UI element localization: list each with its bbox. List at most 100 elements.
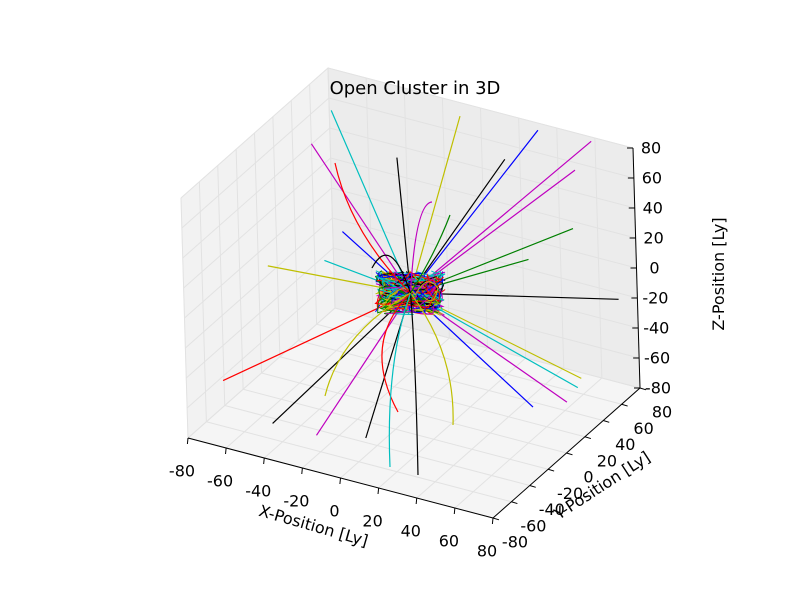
x-tick-label: -20	[283, 492, 309, 511]
floor-grid-y	[279, 356, 586, 438]
z-tick-label: 0	[649, 259, 659, 278]
back-grid-x	[518, 117, 527, 359]
trajectory-line	[396, 157, 412, 294]
back-grid-x	[556, 127, 565, 369]
left-grid-y	[309, 84, 318, 325]
x-tick	[415, 497, 418, 505]
curved-orbit	[334, 162, 411, 294]
y-tick-label: -60	[520, 516, 546, 535]
cluster-core	[324, 162, 454, 476]
grid-lines	[180, 67, 641, 519]
curved-orbit	[371, 254, 412, 294]
curved-orbit	[324, 292, 411, 397]
trajectory-line	[410, 292, 579, 389]
x-tick-label: -40	[245, 482, 271, 501]
x-axis-label: X-Position [Ly]	[257, 501, 371, 550]
y-tick	[566, 452, 573, 456]
trajectory-line	[410, 140, 592, 294]
y-tick-label: 20	[597, 451, 617, 470]
x-tick	[453, 507, 456, 515]
left-grid-z	[181, 97, 330, 229]
y-tick-label: -40	[539, 500, 565, 519]
x-tick-label: 0	[329, 502, 339, 521]
cluster-orbit	[382, 281, 439, 307]
back-grid-x	[594, 137, 603, 379]
x-tick	[491, 517, 494, 525]
cluster-orbit	[378, 278, 441, 304]
trajectory-line	[410, 158, 506, 294]
cluster-orbit	[394, 279, 430, 304]
x-tick	[377, 487, 380, 495]
left-grid-z	[184, 187, 332, 319]
floor-grid-y	[316, 323, 622, 405]
floor-grid-x	[454, 377, 603, 509]
z-tick-label: 60	[642, 169, 662, 188]
left-grid-z	[180, 67, 329, 199]
y-tick	[529, 485, 536, 488]
x-tick-label: 40	[401, 522, 421, 541]
chart-title: Open Cluster in 3D	[330, 78, 501, 99]
curved-orbit	[410, 292, 454, 426]
x-tick-label: 20	[362, 512, 382, 531]
x-tick	[225, 447, 227, 455]
left-grid-y	[327, 67, 336, 309]
y-tick	[511, 501, 518, 505]
trajectory-line	[315, 292, 412, 436]
floor-grid-y	[298, 340, 604, 421]
y-tick-label: 0	[583, 468, 593, 487]
back-grid-z	[327, 67, 634, 149]
y-tick	[639, 387, 647, 391]
z-tick-label: -20	[642, 289, 668, 308]
y-tick-label: 60	[633, 419, 653, 438]
z-axis-label: Z-Position [Ly]	[709, 217, 728, 330]
cluster-orbit	[404, 279, 445, 314]
left-grid-z	[183, 157, 331, 289]
y-tick-label: 80	[652, 403, 672, 422]
trajectory-line	[272, 292, 411, 424]
left-grid-y	[272, 116, 281, 357]
y-tick	[547, 468, 555, 472]
trajectory-line	[310, 143, 411, 294]
x-tick	[186, 437, 189, 445]
curved-orbit	[388, 292, 412, 468]
trajectory-line	[409, 115, 461, 294]
z-tick-label: -60	[644, 349, 670, 368]
y-tick	[621, 403, 628, 407]
z-tick-label: -40	[643, 319, 669, 338]
x-tick-label: 80	[477, 542, 497, 561]
x-tick-label: 60	[439, 532, 459, 551]
floor-grid-x	[378, 357, 526, 489]
left-grid-y	[290, 100, 299, 341]
trajectory-line	[410, 129, 539, 294]
x-tick-label: -60	[207, 472, 233, 491]
floor-grid-x	[416, 367, 565, 499]
x-tick	[301, 467, 303, 475]
z-tick-label: -80	[645, 379, 671, 398]
back-grid-z	[331, 187, 637, 269]
back-grid-z	[330, 157, 636, 239]
y-tick-label: -20	[557, 484, 583, 503]
floor-grid-y	[334, 307, 641, 389]
z-tick-label: 40	[643, 199, 663, 218]
trajectory-line	[222, 292, 411, 382]
y-tick	[603, 420, 610, 423]
x-tick-label: -80	[169, 462, 195, 481]
curved-orbit	[409, 201, 433, 294]
y-tick	[584, 436, 592, 440]
trajectory-line	[410, 292, 619, 300]
y-tick-label: -80	[502, 533, 528, 552]
back-grid-z	[329, 127, 635, 209]
cluster-orbit	[384, 286, 434, 308]
y-tick-label: 40	[615, 435, 635, 454]
curved-orbit	[409, 214, 451, 294]
z-tick-label: 20	[643, 229, 663, 248]
left-grid-z	[182, 127, 331, 259]
x-tick	[339, 477, 341, 485]
x-tick	[263, 457, 265, 465]
curved-orbit	[409, 292, 419, 476]
tick-marks	[186, 147, 647, 525]
cluster-orbit	[385, 277, 436, 315]
